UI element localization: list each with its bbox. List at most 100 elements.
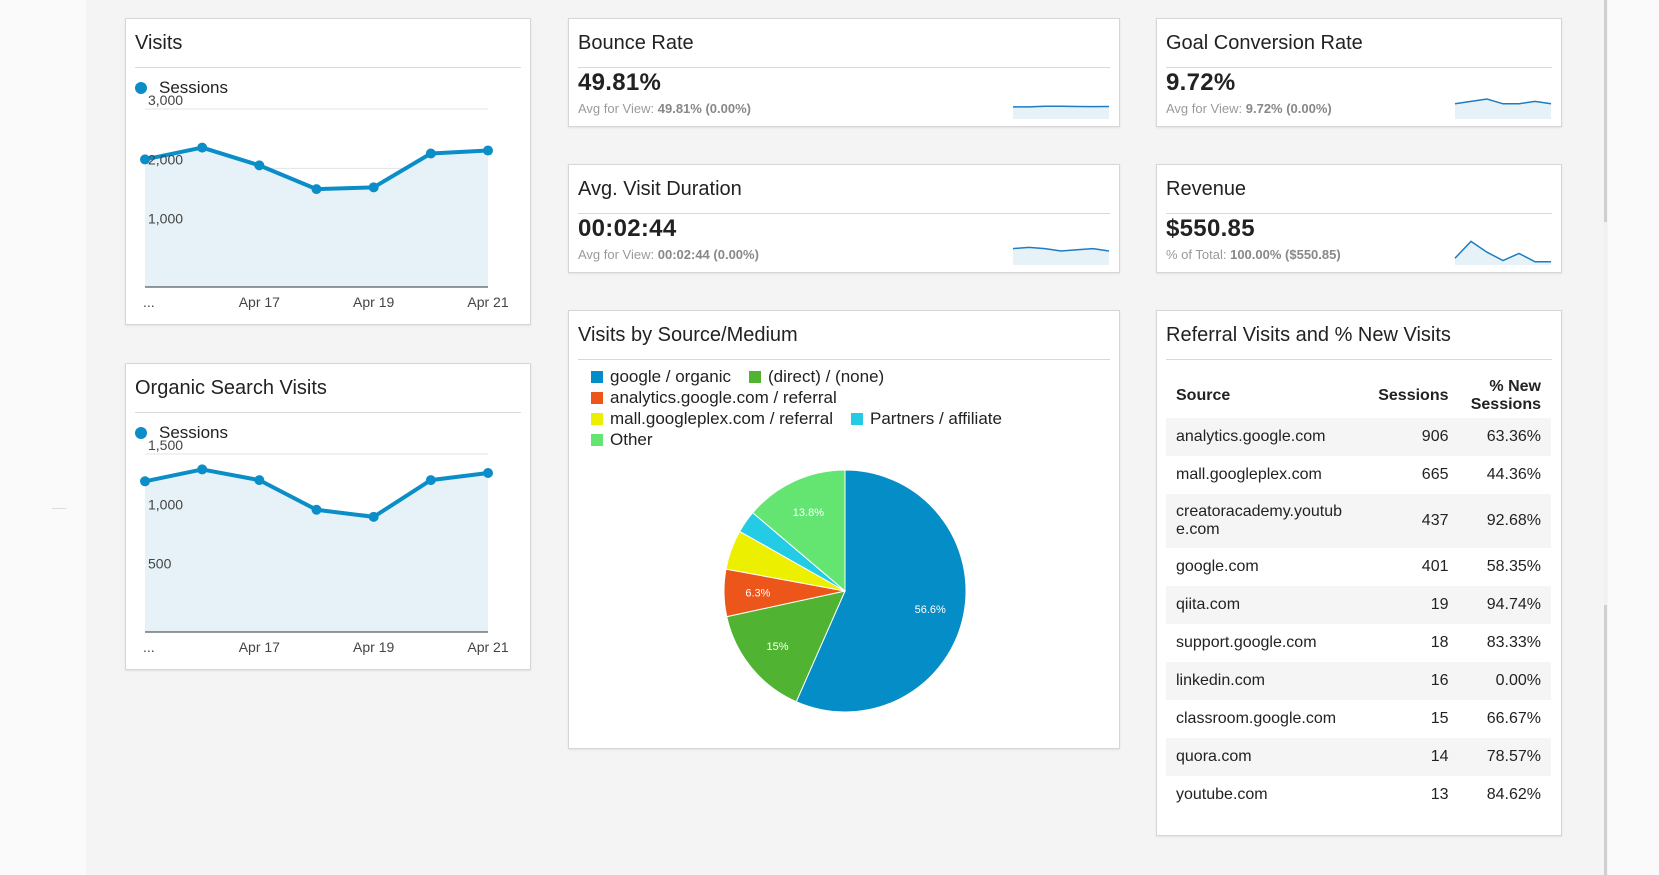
source-cell: youtube.com xyxy=(1176,786,1268,803)
column-header-new-sessions[interactable]: % New Sessions xyxy=(1459,374,1552,418)
card-title: Visits by Source/Medium xyxy=(578,311,1110,360)
table-row: support.google.com 18 83.33% xyxy=(1166,624,1551,662)
new-sessions-cell: 78.57% xyxy=(1486,748,1541,765)
visits-line-chart: 3,000 2,000 1,000... Apr 17 Apr 19 Apr 21 xyxy=(140,92,509,310)
kpi-value: 49.81% xyxy=(578,69,662,96)
sessions-cell: 15 xyxy=(1430,710,1449,727)
pie-slice xyxy=(752,469,846,593)
scrollbar-thumb[interactable] xyxy=(1604,222,1607,605)
x-tick-label: Apr 17 xyxy=(239,294,280,310)
data-point xyxy=(311,504,322,515)
sparkline-fill xyxy=(1013,247,1109,265)
goal-conversion-card: Goal Conversion Rate 9.72% Avg for View:… xyxy=(1156,18,1562,127)
referral-visits-card: Referral Visits and % New Visits Source … xyxy=(1156,310,1562,836)
new-sessions-cell: 83.33% xyxy=(1486,634,1541,651)
data-point xyxy=(425,148,436,159)
sparkline-line xyxy=(1454,240,1551,263)
sessions-cell: 401 xyxy=(1421,558,1449,575)
goal-conversion-sparkline xyxy=(1454,98,1552,119)
y-tick-label: 1,000 xyxy=(148,211,183,227)
bounce-rate-card: Bounce Rate 49.81% Avg for View: 49.81% … xyxy=(568,18,1120,127)
sessions-cell: 18 xyxy=(1430,634,1449,651)
legend-swatch xyxy=(850,413,863,425)
table-row: quora.com 14 78.57% xyxy=(1166,738,1551,776)
legend-swatch xyxy=(591,392,603,404)
legend-item[interactable]: analytics.google.com / referral xyxy=(591,388,837,408)
new-sessions-cell: 66.67% xyxy=(1486,710,1541,727)
legend-item[interactable]: mall.googleplex.com / referral xyxy=(591,409,833,429)
new-sessions-cell: 92.68% xyxy=(1486,512,1541,529)
source-cell: quora.com xyxy=(1176,748,1252,765)
legend-swatch xyxy=(591,413,603,425)
new-sessions-cell: 94.74% xyxy=(1486,596,1541,613)
legend-item[interactable]: Partners / affiliate xyxy=(850,409,1002,429)
referral-table: Source Sessions % New Sessions analytics.… xyxy=(1166,374,1551,814)
data-point xyxy=(483,467,493,478)
card-title: Organic Search Visits xyxy=(135,364,521,413)
organic-search-card: Organic Search Visits Sessions 1,500 1,00… xyxy=(125,363,531,670)
x-tick-label: Apr 19 xyxy=(353,294,394,310)
visits-card: Visits Sessions 3,000 2,000 1,000... Apr 17… xyxy=(125,18,531,325)
x-tick-label: ... xyxy=(143,294,155,310)
kpi-value: 9.72% xyxy=(1166,69,1236,96)
revenue-card: Revenue $550.85 % of Total: 100.00% ($55… xyxy=(1156,164,1562,273)
column-header-source[interactable]: Source xyxy=(1176,387,1231,404)
new-sessions-cell: 58.35% xyxy=(1486,558,1541,575)
sparkline-fill xyxy=(1013,106,1109,119)
x-tick-label: Apr 19 xyxy=(353,639,394,655)
x-tick-label: Apr 17 xyxy=(239,639,280,655)
sparkline-line xyxy=(1012,246,1110,252)
data-point xyxy=(140,154,150,165)
card-title: Referral Visits and % New Visits xyxy=(1166,311,1552,360)
data-point xyxy=(368,511,379,522)
data-point xyxy=(483,145,493,156)
y-tick-label: 500 xyxy=(148,556,172,572)
header-line: % New xyxy=(1489,378,1541,395)
new-sessions-cell: 44.36% xyxy=(1486,466,1541,483)
kpi-subtext: Avg for View: 49.81% (0.00%) xyxy=(578,101,751,116)
sessions-cell: 906 xyxy=(1421,428,1449,445)
chart-legend: Sessions xyxy=(135,78,228,98)
kpi-sub-value: 00:02:44 (0.00%) xyxy=(657,247,759,262)
new-sessions-cell: 84.62% xyxy=(1486,786,1541,803)
data-point xyxy=(425,475,436,486)
pie-slice xyxy=(795,469,967,713)
area-fill xyxy=(145,147,488,287)
legend-item[interactable]: Other xyxy=(591,430,653,450)
sessions-legend-dot xyxy=(135,427,147,439)
card-title: Bounce Rate xyxy=(578,19,1110,68)
legend-label: (direct) / (none) xyxy=(767,367,885,386)
kpi-subtext: Avg for View: 9.72% (0.00%) xyxy=(1166,101,1332,116)
source-medium-pie-chart: 56.6% 15% 6.3% 13.8% xyxy=(723,469,967,713)
legend-row: mall.googleplex.com / referral Partners /… xyxy=(591,409,1111,430)
sparkline-fill xyxy=(1455,99,1551,119)
right-margin xyxy=(1608,0,1659,875)
legend-item[interactable]: google / organic xyxy=(591,367,731,387)
x-tick-label: ... xyxy=(143,639,155,655)
data-point xyxy=(140,476,150,487)
column-header-sessions[interactable]: Sessions xyxy=(1378,387,1449,404)
legend-label: Sessions xyxy=(159,78,228,97)
card-title: Revenue xyxy=(1166,165,1552,214)
source-cell: creatoracademy.youtub e.com xyxy=(1166,494,1366,548)
y-tick-label: 3,000 xyxy=(148,92,183,108)
avg-visit-duration-card: Avg. Visit Duration 00:02:44 Avg for Vie… xyxy=(568,164,1120,273)
slice-label: 6.3% xyxy=(745,587,770,599)
slice-label: 56.6% xyxy=(915,604,946,616)
sessions-cell: 19 xyxy=(1430,596,1449,613)
header-line: Sessions xyxy=(1470,396,1541,413)
avg-duration-sparkline xyxy=(1012,246,1110,265)
kpi-value: $550.85 xyxy=(1166,215,1255,242)
legend-swatch xyxy=(748,371,761,383)
legend-row: google / organic (direct) / (none) xyxy=(591,367,1111,388)
organic-line-chart: 1,500 1,000 500... Apr 17 Apr 19 Apr 21 xyxy=(140,437,509,655)
legend-label: Other xyxy=(610,430,653,449)
data-point xyxy=(197,464,208,475)
pie-slice xyxy=(726,590,846,703)
kpi-sub-label: Avg for View: xyxy=(578,101,655,116)
table-row: creatoracademy.youtub e.com 437 92.68% xyxy=(1166,494,1551,548)
table-row: google.com 401 58.35% xyxy=(1166,548,1551,586)
legend-item[interactable]: (direct) / (none) xyxy=(748,367,885,387)
data-point xyxy=(197,142,208,153)
new-sessions-cell: 0.00% xyxy=(1495,672,1541,689)
